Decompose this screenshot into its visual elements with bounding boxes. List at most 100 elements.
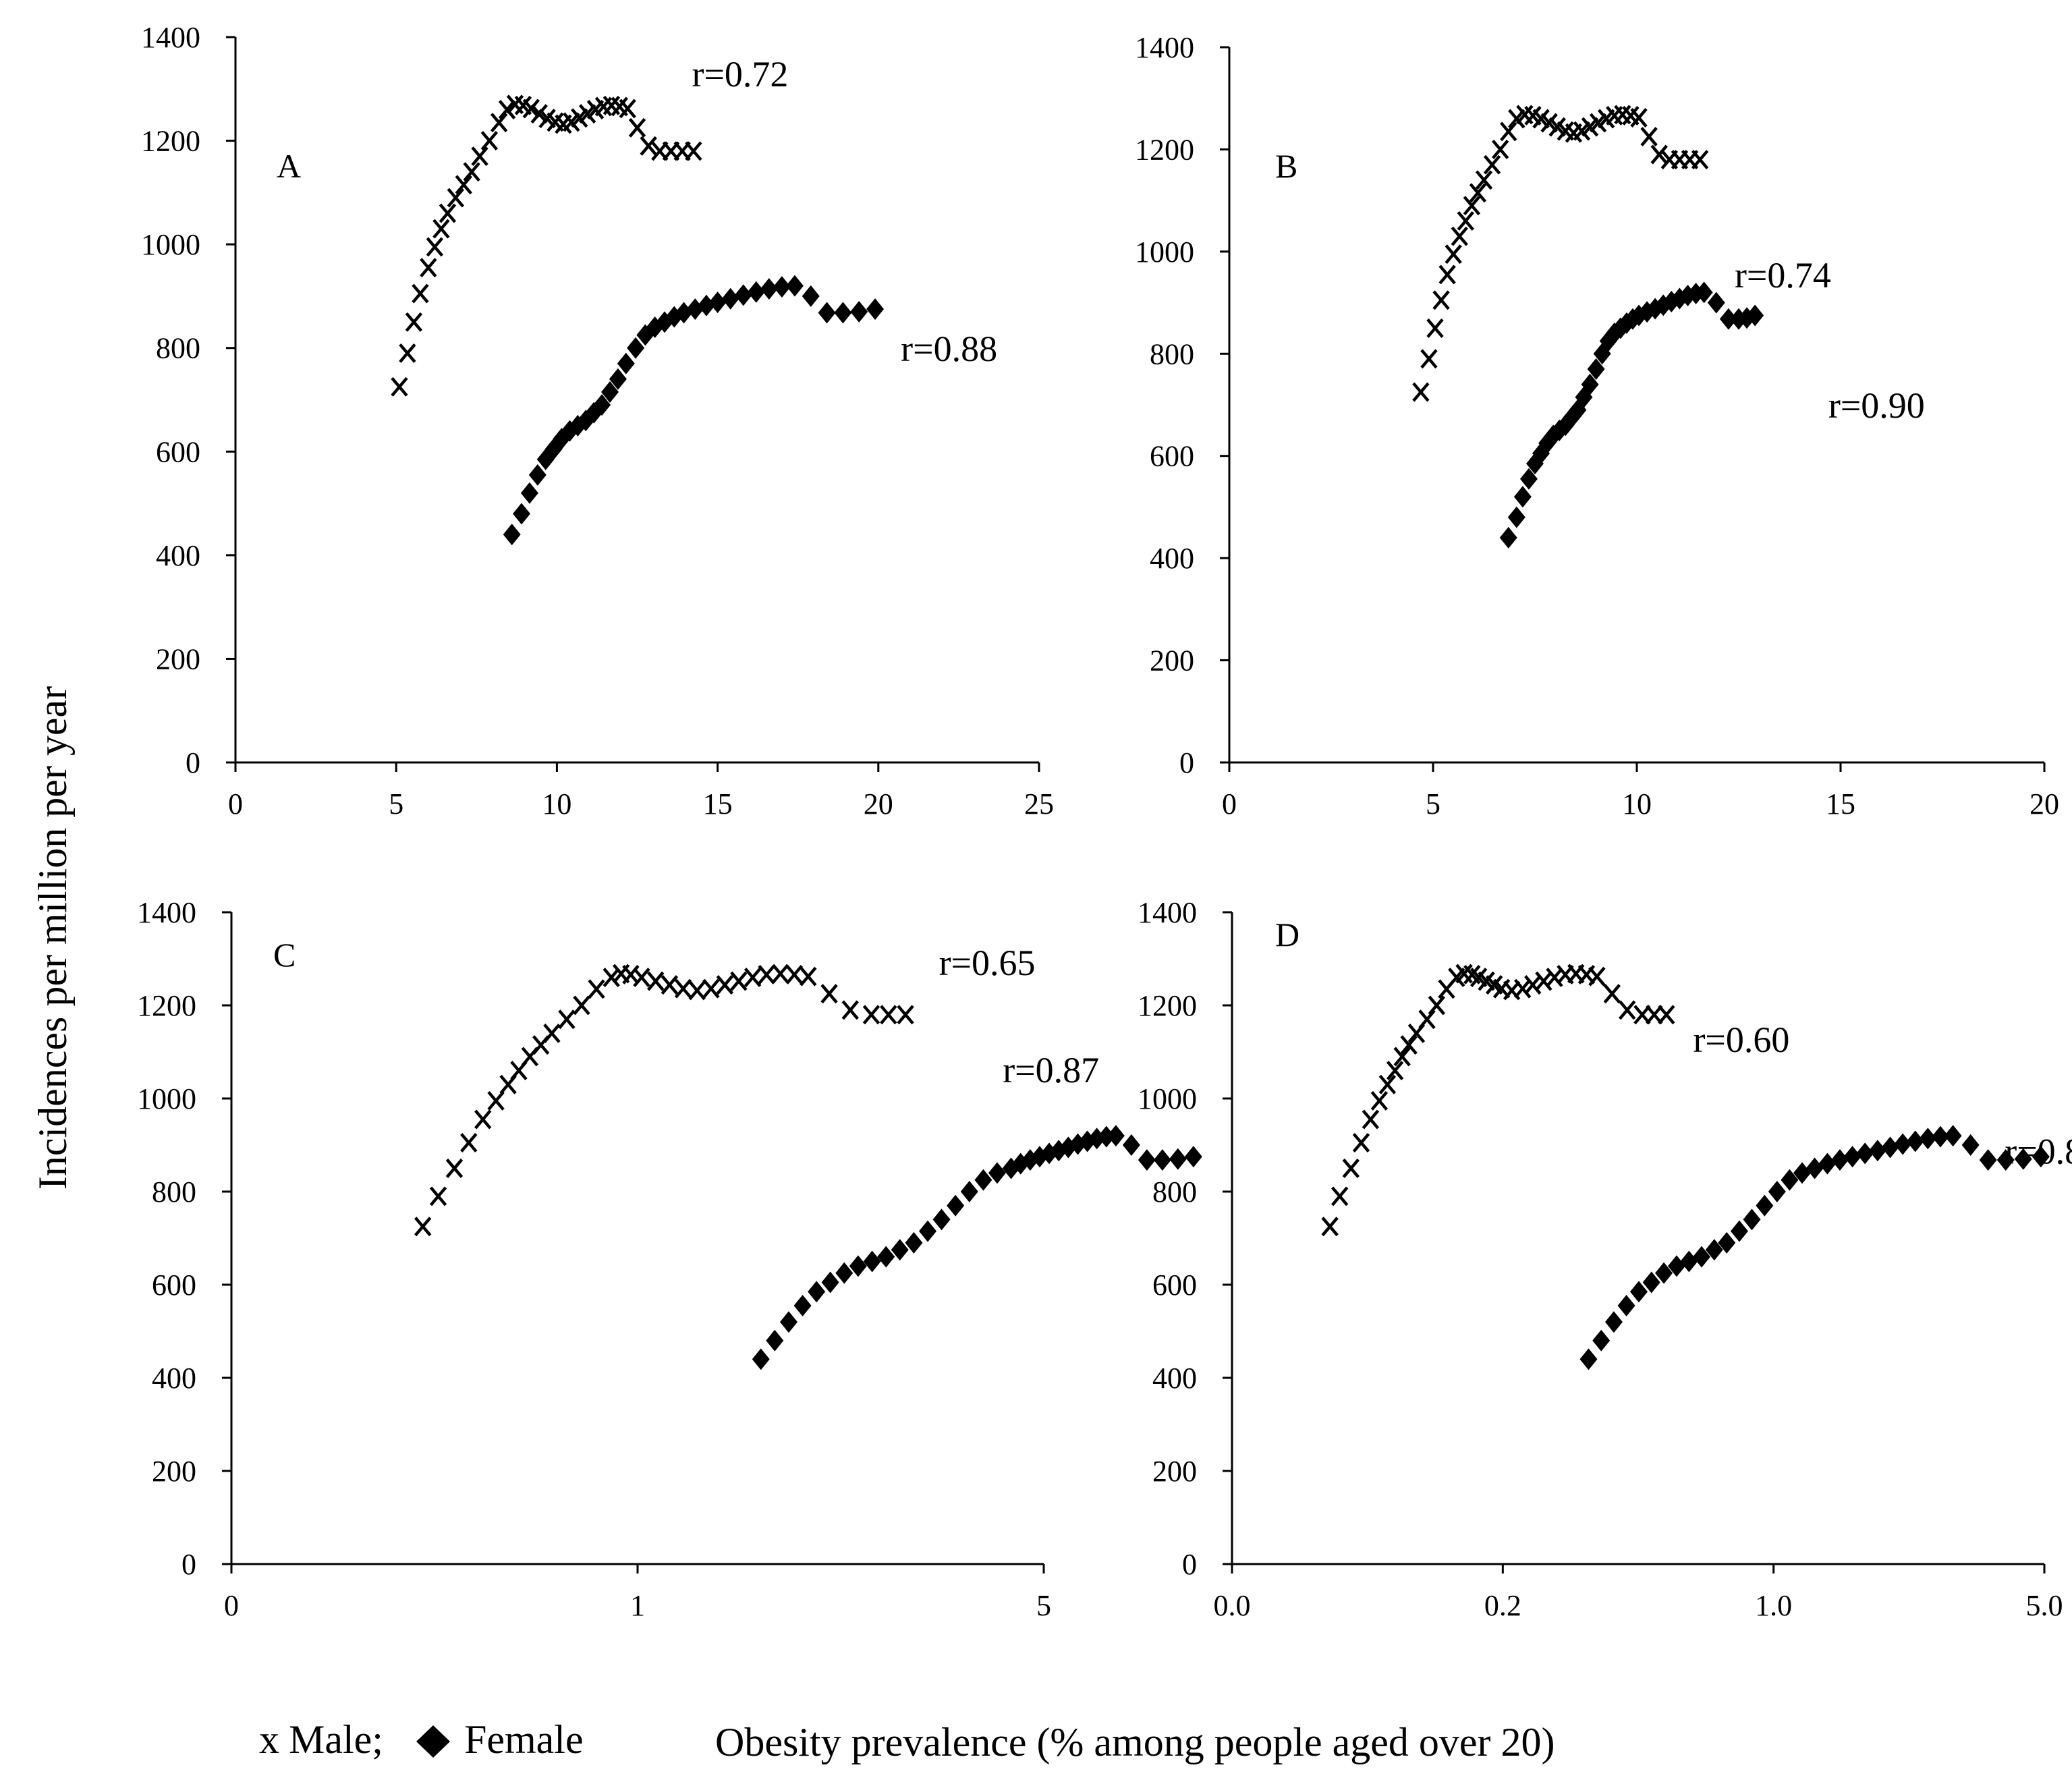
male-point <box>1659 1006 1674 1024</box>
female-point <box>1730 1220 1748 1242</box>
y-tick-label: 600 <box>156 435 200 468</box>
female-point <box>1961 1134 1980 1156</box>
y-tick-label: 200 <box>152 1455 196 1488</box>
y-tick-label: 200 <box>156 642 200 675</box>
male-point <box>686 142 701 160</box>
male-point <box>1485 156 1500 173</box>
male-point <box>1413 383 1428 401</box>
female-point <box>1604 1311 1623 1333</box>
series-female <box>503 275 885 546</box>
panel-letter: C <box>273 936 296 974</box>
male-point <box>843 1001 858 1019</box>
correlation-label: r=0.74 <box>1735 255 1831 296</box>
male-point <box>1428 319 1443 337</box>
panel-a: 0 200 400 600 800 1000 1200 1400 0 5 10 15 20 25 r=0.7… <box>141 21 1054 820</box>
x-axis-caption: Obesity prevalence (% among people aged … <box>715 1720 1555 1764</box>
male-point <box>589 980 604 998</box>
x-tick-label: 0.2 <box>1484 1589 1521 1622</box>
series-male <box>416 965 913 1235</box>
x-tick-label: 5 <box>1426 787 1440 820</box>
male-point <box>822 985 837 1003</box>
y-tick-label: 1000 <box>1135 235 1194 269</box>
female-point <box>1944 1125 1962 1147</box>
y-tick-label: 200 <box>1152 1455 1197 1488</box>
male-point <box>461 1134 476 1152</box>
female-point <box>1881 1136 1899 1159</box>
x-tick-label: 25 <box>1024 787 1054 820</box>
female-point <box>1579 1348 1598 1370</box>
female-point <box>766 1329 784 1352</box>
panel-letter: B <box>1275 147 1297 185</box>
correlation-label: r=0.87 <box>1003 1050 1099 1090</box>
male-point <box>413 285 428 302</box>
y-tick-label: 800 <box>152 1175 196 1208</box>
y-axis-label: Incidences per million per year <box>30 686 75 1190</box>
female-point <box>1805 1157 1824 1179</box>
female-point <box>1122 1134 1140 1156</box>
male-point <box>416 1218 430 1235</box>
male-point <box>662 976 677 994</box>
series-female <box>752 1125 1202 1370</box>
male-point <box>630 119 645 136</box>
male-point <box>1604 985 1619 1003</box>
male-point <box>1620 1001 1635 1019</box>
male-point <box>472 148 487 165</box>
y-tick-label: 1000 <box>137 1082 196 1115</box>
panel-c: 0 200 400 600 800 1000 1200 1400 0 1 5 r=0.65 r=0.87… <box>137 896 1202 1622</box>
panel-letter: A <box>277 147 301 185</box>
correlation-label: r=0.60 <box>1693 1020 1789 1060</box>
male-point <box>648 972 663 990</box>
female-point <box>1818 1152 1837 1175</box>
male-point <box>1420 1011 1434 1028</box>
male-point <box>690 982 704 999</box>
male-point <box>634 969 649 986</box>
correlation-label: r=0.88 <box>901 329 997 369</box>
x-tick-label: 10 <box>542 787 571 820</box>
correlation-label: r=0.83 <box>2005 1132 2072 1172</box>
male-point <box>456 176 471 194</box>
y-tick-label: 400 <box>1152 1362 1197 1395</box>
legend-male-label: Male; <box>289 1717 383 1762</box>
female-point <box>1743 1208 1761 1231</box>
male-point <box>431 1188 446 1205</box>
male-point <box>1493 140 1508 158</box>
legend: x Male; Female <box>259 1717 584 1762</box>
female-point <box>818 302 836 324</box>
male-point <box>898 1006 913 1024</box>
female-point <box>960 1181 978 1202</box>
female-point <box>1617 1295 1635 1317</box>
female-point <box>1768 1181 1786 1202</box>
female-point <box>919 1220 937 1242</box>
male-point <box>717 976 732 994</box>
male-point <box>392 378 407 395</box>
y-tick-label: 400 <box>1150 542 1194 575</box>
male-point <box>544 1024 559 1042</box>
male-point <box>1446 246 1461 263</box>
y-tick-label: 800 <box>1152 1175 1197 1208</box>
series-female <box>1579 1125 2050 1370</box>
female-point <box>1830 1149 1849 1171</box>
x-tick-label: 1 <box>630 1589 645 1622</box>
correlation-label: r=0.90 <box>1828 385 1925 426</box>
male-point <box>1440 266 1455 283</box>
female-point <box>503 524 521 546</box>
male-point <box>1322 1218 1337 1235</box>
panel-letter: D <box>1275 916 1299 953</box>
male-point <box>759 966 774 983</box>
female-point <box>1843 1146 1861 1168</box>
male-point <box>1501 123 1516 140</box>
x-tick-label: 0.0 <box>1214 1589 1251 1622</box>
female-point <box>747 281 765 303</box>
male-point <box>1590 968 1604 985</box>
male-point <box>464 163 479 181</box>
female-point <box>1169 1148 1187 1170</box>
legend-male-marker: x <box>259 1717 279 1762</box>
female-point <box>1756 1194 1774 1217</box>
male-point <box>421 259 436 277</box>
y-tick-label: 1400 <box>1135 31 1194 64</box>
correlation-label: r=0.65 <box>939 943 1036 983</box>
y-tick-label: 1000 <box>1138 1082 1197 1115</box>
y-tick-label: 800 <box>156 332 200 365</box>
x-tick-label: 15 <box>703 787 733 820</box>
